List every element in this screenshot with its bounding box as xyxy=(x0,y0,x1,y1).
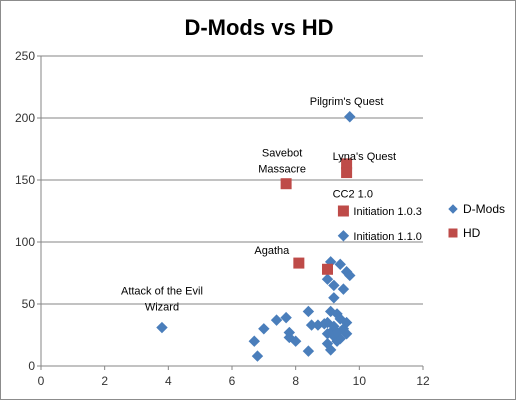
dmod-point xyxy=(328,279,340,292)
hd-point xyxy=(337,205,349,217)
dmod-point xyxy=(328,292,340,304)
dmod-point xyxy=(337,230,350,242)
x-tick-label: 2 xyxy=(101,374,108,388)
point-annotation: Agatha xyxy=(254,245,290,257)
hd-point xyxy=(341,167,353,179)
y-tick-label: 100 xyxy=(15,235,35,249)
x-tick-label: 8 xyxy=(292,374,299,388)
legend-label: HD xyxy=(463,226,481,240)
y-tick-label: 150 xyxy=(15,173,35,187)
point-annotation: CC2 1.0 xyxy=(333,189,373,201)
dmod-point xyxy=(334,258,346,271)
legend-marker-hd xyxy=(448,228,458,238)
dmod-point xyxy=(321,328,334,340)
dmod-point xyxy=(344,269,356,282)
point-annotation: Savebot xyxy=(262,148,302,160)
x-tick-label: 12 xyxy=(416,374,430,388)
dmod-point xyxy=(280,311,292,324)
point-annotation: Pilgrim's Quest xyxy=(310,96,384,108)
dmod-point xyxy=(302,305,315,318)
point-annotation: Initiation 1.1.0 xyxy=(353,231,422,243)
dmod-point xyxy=(289,335,302,347)
dmod-point xyxy=(248,335,260,347)
point-annotation: Attack of the Evil xyxy=(121,286,203,298)
y-tick-label: 250 xyxy=(15,49,35,63)
dmod-point xyxy=(321,273,334,285)
point-annotation: Lyna's Quest xyxy=(333,151,396,163)
hd-point xyxy=(280,178,292,190)
y-tick-label: 0 xyxy=(28,359,35,373)
x-tick-label: 10 xyxy=(353,374,367,388)
x-tick-label: 0 xyxy=(38,374,45,388)
point-annotation: Massacre xyxy=(258,164,306,176)
dmod-point xyxy=(302,345,315,357)
point-annotation: Wizard xyxy=(145,302,179,314)
legend-marker-dmods xyxy=(448,204,458,214)
y-tick-label: 200 xyxy=(15,111,35,125)
dmod-point xyxy=(344,111,356,123)
chart-title: D-Mods vs HD xyxy=(184,15,333,40)
x-tick-label: 6 xyxy=(229,374,236,388)
dmod-point xyxy=(337,283,350,295)
dmod-point xyxy=(324,344,337,356)
dmod-point xyxy=(251,350,264,362)
point-annotation: Initiation 1.0.3 xyxy=(353,206,422,218)
dmod-point xyxy=(270,314,283,326)
hd-point xyxy=(293,257,305,269)
x-tick-label: 4 xyxy=(165,374,172,388)
dmod-point xyxy=(258,323,270,335)
legend-label: D-Mods xyxy=(463,202,505,216)
dmod-point xyxy=(331,326,343,339)
hd-point xyxy=(322,263,333,275)
dmod-point xyxy=(156,321,168,334)
dmod-point xyxy=(340,328,353,340)
y-tick-label: 50 xyxy=(22,297,36,311)
